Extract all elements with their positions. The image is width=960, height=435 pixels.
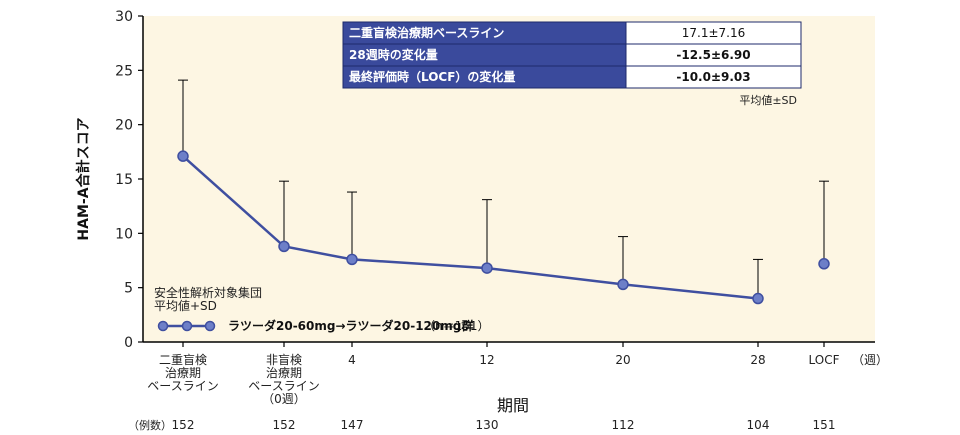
- table-row-value: -12.5±6.90: [676, 48, 750, 62]
- legend-label: ラツーダ20-60mg→ラツーダ20-120mg群: [228, 318, 473, 333]
- y-tick-label: 15: [115, 172, 133, 188]
- table-value-cell: [625, 65, 802, 89]
- data-point: [346, 253, 358, 266]
- y-tick-label: 5: [124, 281, 133, 297]
- n-count-label: 112: [612, 418, 635, 432]
- n-count-label: 130: [476, 418, 499, 432]
- x-tick-label: 治療期: [266, 366, 302, 380]
- x-tick-label: ベースライン: [147, 379, 218, 393]
- table-row-label: 最終評価時（LOCF）の変化量: [349, 69, 515, 84]
- x-tick-label: 20: [615, 353, 630, 367]
- legend-marker: [204, 320, 216, 332]
- y-tick-label: 20: [115, 118, 133, 134]
- x-tick-label: 治療期: [165, 366, 201, 380]
- annotation-stat: 平均値+SD: [154, 298, 217, 313]
- x-tick-label: ベースライン: [248, 379, 319, 393]
- n-count-label: 147: [341, 418, 364, 432]
- table-note: 平均値±SD: [739, 94, 797, 107]
- n-count-label: 151: [813, 418, 836, 432]
- data-point: [481, 262, 493, 274]
- data-point: [278, 240, 290, 253]
- legend-marker: [181, 320, 193, 332]
- series-line: [182, 155, 759, 300]
- data-point: [177, 150, 189, 162]
- table-row-value: -10.0±9.03: [676, 70, 750, 84]
- n-count-label: 104: [747, 418, 770, 432]
- y-tick-label: 30: [115, 9, 133, 25]
- y-tick-label: 10: [115, 226, 133, 242]
- data-point: [617, 278, 629, 291]
- y-axis-title: HAM-A合計スコア: [75, 117, 92, 240]
- data-point: [752, 292, 764, 305]
- y-tick-label: 25: [115, 63, 133, 79]
- table-row-label: 28週時の変化量: [349, 47, 438, 62]
- n-row-label: （例数）: [128, 418, 172, 432]
- annotation-population: 安全性解析対象集団: [154, 285, 262, 300]
- x-tick-label: 12: [479, 353, 494, 367]
- legend-n-label: （n＝151）: [423, 319, 490, 333]
- x-tick-label: 非盲検: [266, 352, 302, 367]
- n-count-label: 152: [273, 418, 296, 432]
- x-tick-label: 二重盲検: [159, 352, 207, 367]
- legend-marker: [157, 320, 169, 332]
- x-tick-label: 28: [750, 353, 765, 367]
- data-point: [818, 258, 830, 270]
- n-count-label: 152: [172, 418, 195, 432]
- table-row-label: 二重盲検治療期ベースライン: [349, 25, 504, 40]
- table-row-value: 17.1±7.16: [682, 26, 746, 40]
- x-axis-title: 期間: [497, 396, 529, 415]
- y-tick-label: 0: [124, 335, 133, 351]
- x-tick-label: 4: [348, 353, 356, 367]
- x-tick-label: LOCF: [809, 353, 840, 367]
- x-tick-label: （0週）: [262, 392, 306, 406]
- x-axis-unit: （週）: [852, 353, 888, 367]
